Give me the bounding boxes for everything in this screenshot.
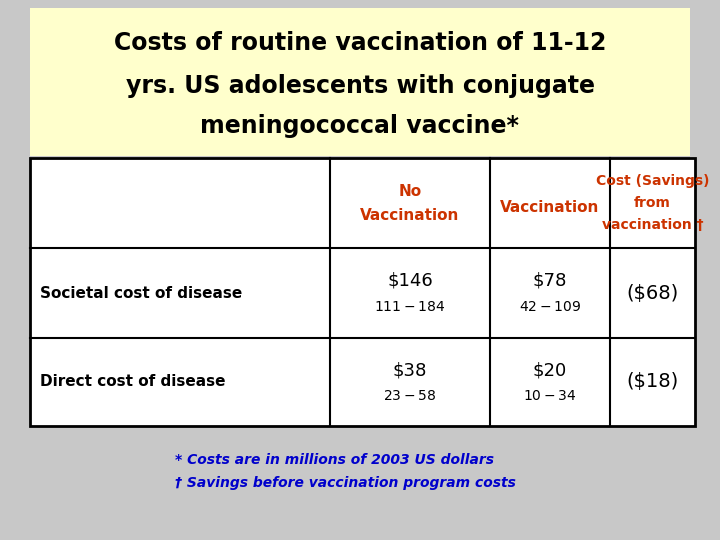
Text: $38: $38 bbox=[393, 361, 427, 379]
Text: vaccination †: vaccination † bbox=[602, 218, 703, 232]
Text: $146: $146 bbox=[387, 272, 433, 290]
Text: meningococcal vaccine*: meningococcal vaccine* bbox=[200, 114, 520, 138]
Text: Vaccination: Vaccination bbox=[500, 200, 600, 215]
Text: Societal cost of disease: Societal cost of disease bbox=[40, 286, 242, 300]
Text: No: No bbox=[398, 184, 422, 199]
Text: Costs of routine vaccination of 11-12: Costs of routine vaccination of 11-12 bbox=[114, 31, 606, 55]
Text: yrs. US adolescents with conjugate: yrs. US adolescents with conjugate bbox=[125, 74, 595, 98]
Text: from: from bbox=[634, 196, 671, 210]
Text: † Savings before vaccination program costs: † Savings before vaccination program cos… bbox=[175, 476, 516, 490]
Text: $111- $184: $111- $184 bbox=[374, 300, 446, 314]
Text: ($68): ($68) bbox=[626, 284, 679, 302]
Text: * Costs are in millions of 2003 US dollars: * Costs are in millions of 2003 US dolla… bbox=[175, 453, 494, 467]
Text: $20: $20 bbox=[533, 361, 567, 379]
Text: Vaccination: Vaccination bbox=[360, 207, 459, 222]
Text: $23 - $58: $23 - $58 bbox=[383, 389, 437, 403]
Text: ($18): ($18) bbox=[626, 373, 679, 392]
Text: $42 - $109: $42 - $109 bbox=[519, 300, 581, 314]
Text: Direct cost of disease: Direct cost of disease bbox=[40, 375, 225, 389]
Bar bbox=[30, 158, 695, 426]
FancyBboxPatch shape bbox=[30, 8, 690, 156]
Text: $10 - $34: $10 - $34 bbox=[523, 389, 577, 403]
Text: $78: $78 bbox=[533, 272, 567, 290]
Text: Cost (Savings): Cost (Savings) bbox=[595, 174, 709, 188]
